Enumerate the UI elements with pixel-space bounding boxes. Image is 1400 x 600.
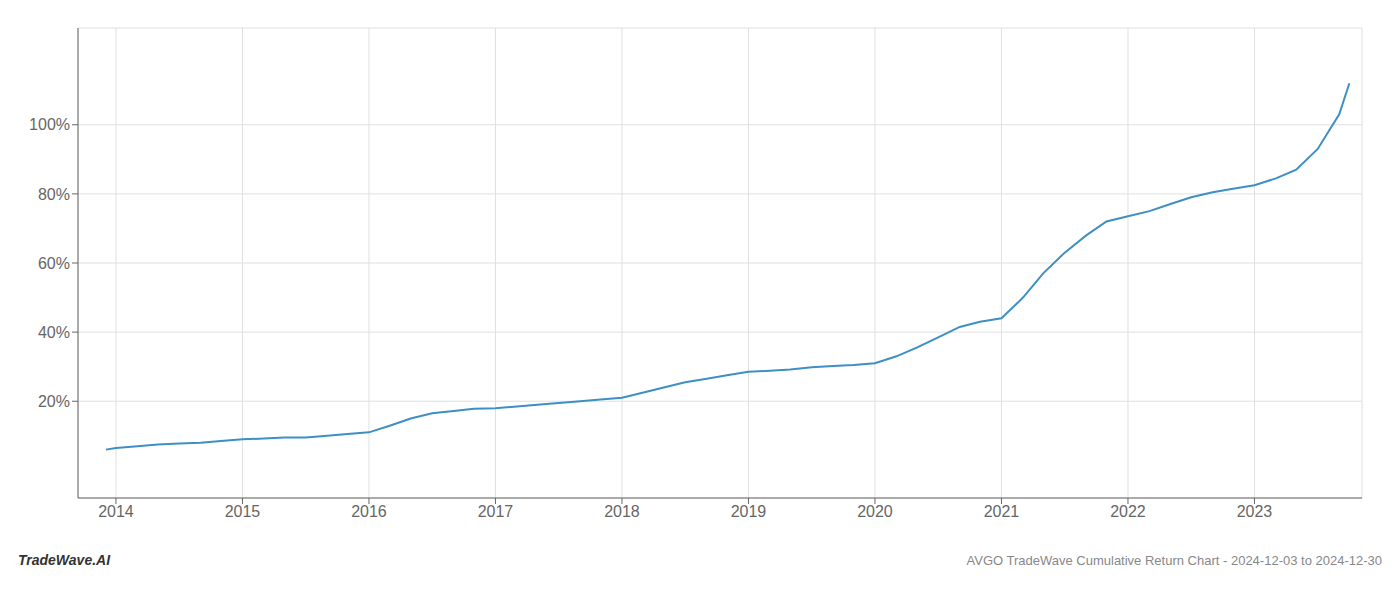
svg-text:2017: 2017 — [478, 503, 514, 520]
html-text:AVGO TradeWave Cumulative Retu: AVGO TradeWave Cumulative Return Chart -… — [966, 553, 1382, 568]
svg-text:2022: 2022 — [1110, 503, 1146, 520]
svg-text:2019: 2019 — [731, 503, 767, 520]
svg-text:2015: 2015 — [225, 503, 261, 520]
svg-text:60%: 60% — [38, 255, 70, 272]
svg-text:2023: 2023 — [1237, 503, 1273, 520]
svg-text:40%: 40% — [38, 324, 70, 341]
svg-text:2018: 2018 — [604, 503, 640, 520]
svg-text:2014: 2014 — [98, 503, 134, 520]
svg-text:2021: 2021 — [984, 503, 1020, 520]
svg-text:20%: 20% — [38, 393, 70, 410]
svg-text:100%: 100% — [29, 116, 70, 133]
html-text:TradeWave.AI: TradeWave.AI — [18, 552, 111, 568]
svg-text:2020: 2020 — [857, 503, 893, 520]
svg-text:80%: 80% — [38, 186, 70, 203]
svg-text:2016: 2016 — [351, 503, 387, 520]
